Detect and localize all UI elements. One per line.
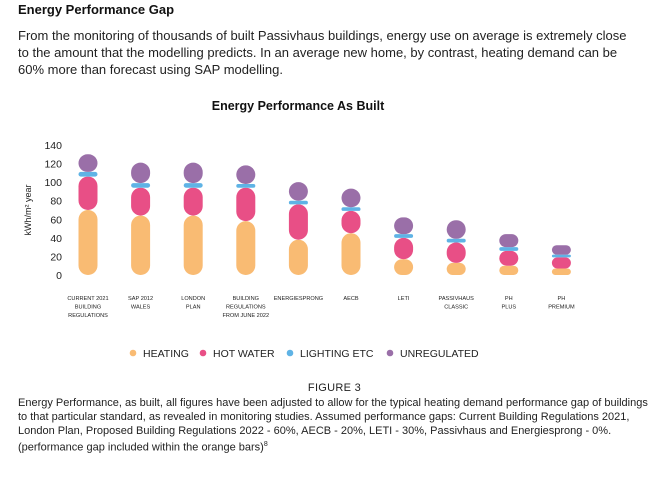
y-tick-label: 140 xyxy=(44,140,62,152)
legend-swatch xyxy=(129,349,137,357)
figure-label: FIGURE 3 xyxy=(307,382,362,394)
bar-segment-heating xyxy=(236,221,256,275)
caption-line: to that particular standard, as revealed… xyxy=(18,411,630,423)
bar-segment-lighting-etc xyxy=(499,247,519,251)
bar-segment-unregulated xyxy=(551,245,571,255)
x-category-label: CURRENT 2021 xyxy=(67,296,108,302)
y-tick-label: 120 xyxy=(44,159,62,171)
chart-title: Energy Performance As Built xyxy=(212,99,385,113)
bar-segment-unregulated xyxy=(394,217,414,235)
bar-segment-hot-water xyxy=(551,257,571,269)
x-category-label: FROM JUNE 2022 xyxy=(222,313,269,319)
bar-segment-lighting-etc xyxy=(131,183,151,188)
bar-segment-heating xyxy=(341,233,361,275)
x-category-label: BUILDING xyxy=(75,305,101,311)
caption-line: Energy Performance, as built, all figure… xyxy=(18,397,648,409)
caption-line: London Plan, Proposed Building Regulatio… xyxy=(18,425,612,437)
bar-segment-lighting-etc xyxy=(551,254,571,258)
bar-segment-heating xyxy=(131,215,151,275)
bar-segment-hot-water xyxy=(499,250,519,266)
bar-segment-hot-water xyxy=(131,187,151,216)
intro-line: to the amount that the modelling predict… xyxy=(18,45,618,60)
bar-segment-heating xyxy=(183,215,203,275)
y-tick-label: 100 xyxy=(44,177,62,189)
intro-paragraph: From the monitoring of thousands of buil… xyxy=(18,27,658,78)
bar-segment-lighting-etc xyxy=(78,171,98,177)
x-category-label: BUILDING xyxy=(233,296,259,302)
legend-swatch xyxy=(386,349,394,357)
x-category-label: WALES xyxy=(131,305,151,311)
bar-segment-lighting-etc xyxy=(394,234,414,238)
x-category-label: ENERGIESPRONG xyxy=(274,296,323,302)
bar-segment-unregulated xyxy=(78,154,98,172)
energy-performance-chart: Energy Performance As Built kWh/m² year 0 2… xyxy=(23,99,575,360)
x-category-label: PH xyxy=(558,296,566,302)
y-tick-label: 0 xyxy=(56,270,62,282)
bar-segment-hot-water xyxy=(341,210,361,234)
legend-label: HEATING xyxy=(143,348,189,360)
bar-segment-heating xyxy=(78,210,98,275)
x-category-label: AECB xyxy=(343,296,359,302)
x-category-label: REGULATIONS xyxy=(68,313,108,319)
intro-line: From the monitoring of thousands of buil… xyxy=(18,28,627,43)
bar-segment-heating xyxy=(288,239,308,275)
bar-segment-unregulated xyxy=(236,165,256,184)
page-heading: Energy Performance Gap xyxy=(18,2,175,17)
bar-segment-hot-water xyxy=(183,187,203,216)
bar-segment-hot-water xyxy=(236,187,256,222)
bar-segment-unregulated xyxy=(288,182,308,201)
x-category-label: PASSIVHAUS xyxy=(439,296,475,302)
x-category-label: SAP 2012 xyxy=(128,296,153,302)
x-category-label: PREMIUM xyxy=(548,305,575,311)
y-tick-label: 40 xyxy=(50,233,62,245)
bar-segment-lighting-etc xyxy=(341,207,361,211)
bar-segment-hot-water xyxy=(288,204,308,240)
intro-line: 60% more than forecast using SAP modelli… xyxy=(18,62,283,77)
bar-segment-heating xyxy=(551,268,571,275)
bar-segment-lighting-etc xyxy=(288,200,308,205)
x-category-label: REGULATIONS xyxy=(226,305,266,311)
bar-segment-unregulated xyxy=(341,188,361,208)
x-category-label: PH xyxy=(505,296,513,302)
figure-caption: Energy Performance, as built, all figure… xyxy=(18,396,658,455)
legend-label: HOT WATER xyxy=(213,348,275,360)
legend-label: LIGHTING ETC xyxy=(300,348,374,360)
x-category-label: PLUS xyxy=(501,305,516,311)
bar-segment-heating xyxy=(394,259,414,275)
x-category-label: LONDON xyxy=(181,296,205,302)
legend-label: UNREGULATED xyxy=(400,348,479,360)
bar-segment-lighting-etc xyxy=(236,184,256,188)
y-tick-label: 60 xyxy=(50,214,62,226)
legend-swatch xyxy=(286,349,294,357)
bar-segment-unregulated xyxy=(499,234,519,248)
bar-segment-unregulated xyxy=(446,220,466,239)
bar-segment-heating xyxy=(499,265,519,275)
bar-segment-unregulated xyxy=(183,162,203,184)
bar-segment-heating xyxy=(446,262,466,275)
bar-segment-unregulated xyxy=(131,162,151,184)
bar-segment-lighting-etc xyxy=(446,238,466,243)
x-category-label: LETI xyxy=(398,296,410,302)
y-tick-label: 80 xyxy=(50,196,62,208)
caption-line: (performance gap included within the ora… xyxy=(18,441,268,454)
y-tick-label: 20 xyxy=(50,251,62,263)
bar-segment-lighting-etc xyxy=(183,183,203,188)
bar-segment-hot-water xyxy=(446,242,466,263)
bar-segment-hot-water xyxy=(78,176,98,210)
legend-swatch xyxy=(199,349,207,357)
x-category-label: CLASSIC xyxy=(444,305,468,311)
x-category-label: PLAN xyxy=(186,305,201,311)
bar-segment-hot-water xyxy=(394,237,414,260)
y-axis-label: kWh/m² year xyxy=(23,184,33,235)
caption-footnote: 8 xyxy=(263,441,268,448)
